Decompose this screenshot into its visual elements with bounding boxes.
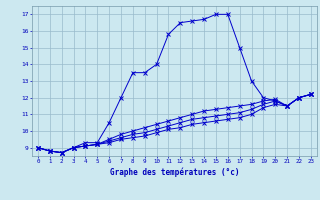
X-axis label: Graphe des températures (°c): Graphe des températures (°c) (110, 167, 239, 177)
